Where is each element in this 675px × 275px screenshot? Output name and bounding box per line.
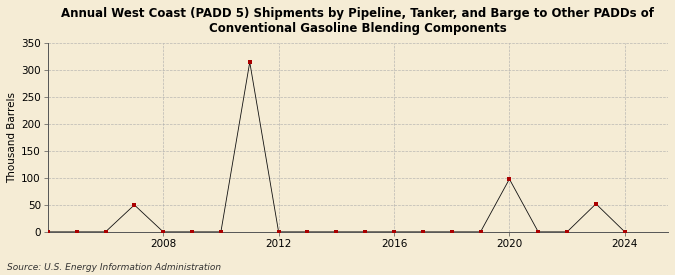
Title: Annual West Coast (PADD 5) Shipments by Pipeline, Tanker, and Barge to Other PAD: Annual West Coast (PADD 5) Shipments by …: [61, 7, 655, 35]
Y-axis label: Thousand Barrels: Thousand Barrels: [7, 92, 17, 183]
Text: Source: U.S. Energy Information Administration: Source: U.S. Energy Information Administ…: [7, 263, 221, 272]
